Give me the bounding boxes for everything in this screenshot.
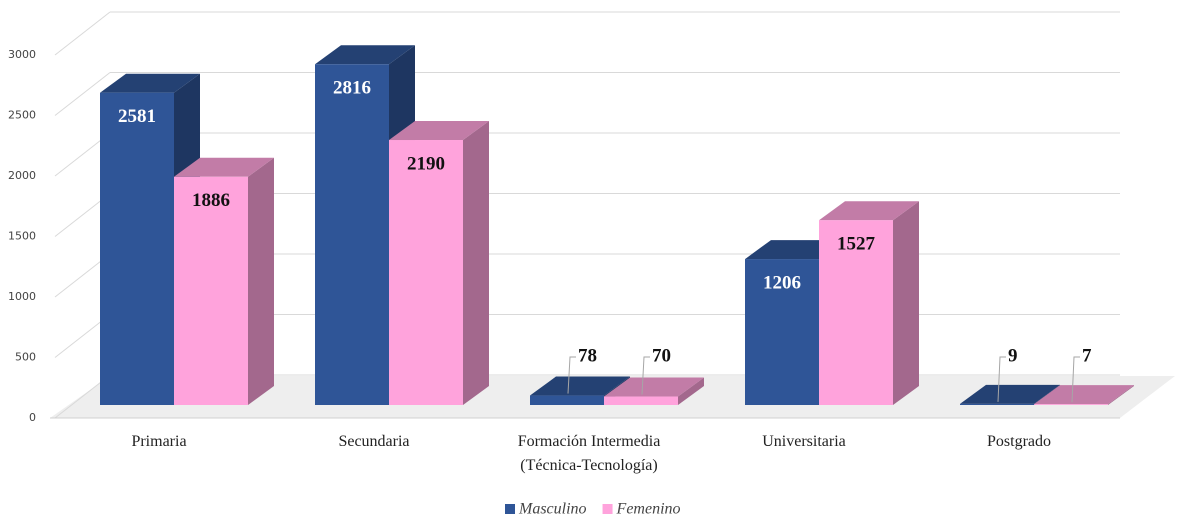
leader-line (997, 356, 1006, 402)
data-label: 2816 (333, 78, 371, 99)
data-label: 2581 (118, 106, 156, 127)
leader-line (641, 356, 650, 395)
data-label: 9 (1008, 345, 1018, 366)
bar-side (1108, 385, 1134, 405)
x-tick-label: Primaria (131, 433, 187, 450)
bar-top (604, 377, 704, 397)
legend-swatch (602, 504, 613, 514)
bar-top (530, 376, 630, 396)
x-tick-label: Secundaria (338, 433, 410, 450)
bar-top (1034, 385, 1134, 405)
bar-side (463, 121, 489, 405)
bar-top (174, 157, 274, 177)
bar (960, 403, 1034, 405)
bar (745, 259, 819, 405)
bar (604, 396, 678, 405)
y-tick-label: 3000 (8, 48, 36, 61)
bar-top (819, 201, 919, 221)
bar (174, 176, 248, 405)
data-label: 1527 (837, 234, 876, 255)
x-tick-label: Formación Intermedia (Técnica-Tecnología… (517, 433, 661, 474)
bar (819, 220, 893, 405)
data-label: 1206 (763, 272, 801, 293)
grid-line (54, 72, 111, 116)
legend-swatch (505, 504, 515, 514)
y-tick-label: 1000 (8, 290, 36, 303)
bar-top (315, 45, 415, 65)
bar-top (100, 73, 200, 93)
bar-side (893, 201, 919, 405)
y-tick-label: 2000 (8, 169, 36, 182)
bar-top (389, 121, 489, 141)
grid-line (54, 11, 111, 56)
bar (100, 92, 174, 405)
bar-side (248, 157, 274, 405)
data-label: 70 (652, 345, 671, 366)
data-label: 7 (1082, 345, 1092, 366)
data-label: 1886 (192, 190, 230, 211)
bar (530, 395, 604, 405)
legend-label: Femenino (616, 501, 681, 518)
data-label: 2190 (407, 153, 445, 174)
bar-top (960, 384, 1060, 404)
y-tick-label: 1500 (8, 230, 36, 243)
data-label: 78 (578, 345, 597, 366)
x-tick-label: Postgrado (987, 433, 1051, 450)
legend-label: Masculino (518, 501, 587, 518)
y-tick-label: 0 (29, 411, 36, 424)
leader-line (567, 356, 576, 394)
y-tick-label: 2500 (8, 109, 36, 122)
bar (389, 140, 463, 405)
x-tick-label: Universitaria (762, 433, 846, 450)
bar (315, 64, 389, 405)
bar-side (678, 377, 704, 405)
y-tick-label: 500 (15, 351, 36, 364)
bar (1034, 404, 1108, 405)
leader-line (1071, 356, 1080, 403)
